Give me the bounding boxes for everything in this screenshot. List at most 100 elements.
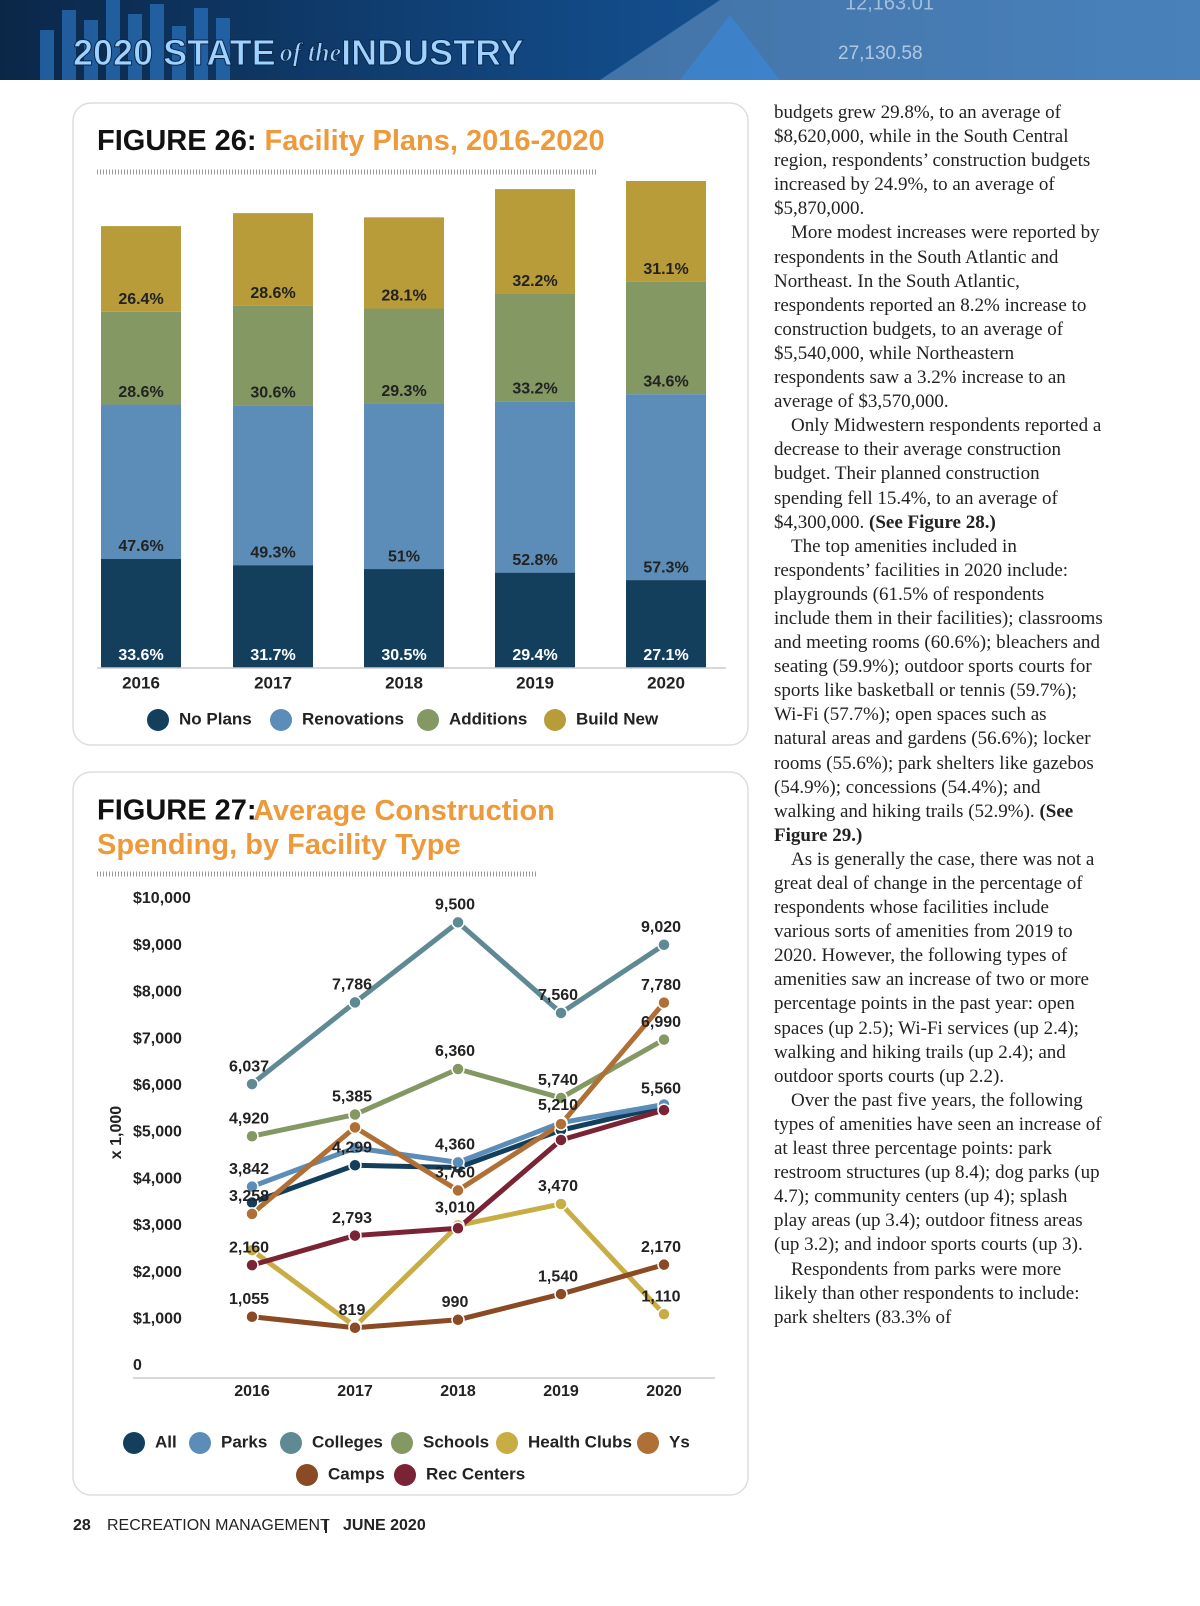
y-tick-label: $9,000 <box>133 937 182 954</box>
legend-label: Ys <box>669 1432 690 1451</box>
point <box>245 1243 259 1257</box>
bar-segment <box>364 308 444 404</box>
point <box>554 1117 568 1131</box>
legend-swatch <box>189 1432 211 1454</box>
legend-swatch <box>123 1432 145 1454</box>
paragraph: As is generally the case, there was not … <box>774 848 1104 1089</box>
data-label: 9,500 <box>435 897 475 914</box>
header-ticker: 12,163.01 <box>845 0 934 14</box>
data-label: 28.6% <box>250 285 295 302</box>
y-tick-label: 0 <box>133 1357 142 1374</box>
x-tick-label: 2018 <box>385 673 423 692</box>
data-label: 3,842 <box>229 1161 269 1178</box>
header-title-b: of the <box>280 38 341 67</box>
legend-label: All <box>155 1432 177 1451</box>
y-tick-label: $3,000 <box>133 1217 182 1234</box>
data-label: 30.5% <box>381 647 426 664</box>
figure-title: FIGURE 26: Facility Plans, 2016-2020 <box>97 125 605 157</box>
data-label: 5,740 <box>538 1072 578 1089</box>
y-tick-label: $10,000 <box>133 890 191 907</box>
data-label: 3,470 <box>538 1178 578 1195</box>
point <box>245 1258 259 1272</box>
legend-label: Additions <box>449 709 527 728</box>
y-tick-label: $8,000 <box>133 984 182 1001</box>
data-label: 6,360 <box>435 1043 475 1060</box>
y-axis-label: x 1,000 <box>108 1106 125 1159</box>
data-label: 5,210 <box>538 1097 578 1114</box>
bar-segment <box>364 217 444 309</box>
bar-segment <box>626 394 706 581</box>
data-label: 29.3% <box>381 383 426 400</box>
data-label: 3,010 <box>435 1200 475 1217</box>
x-tick-label: 2017 <box>337 1383 373 1400</box>
point <box>554 1197 568 1211</box>
y-tick-label: $1,000 <box>133 1311 182 1328</box>
legend-label: Renovations <box>302 709 404 728</box>
point <box>348 995 362 1010</box>
data-label: 4,299 <box>332 1139 372 1156</box>
paragraph: Respondents from parks were more likely … <box>774 1258 1104 1330</box>
legend-swatch <box>544 709 566 731</box>
data-label: 990 <box>442 1294 469 1311</box>
paragraph-text: Respondents from parks were more likely … <box>774 1258 1080 1328</box>
figure-label: FIGURE 26: <box>97 125 257 157</box>
paragraph-text: Only Midwestern respondents reported a d… <box>774 415 1102 533</box>
figure-reference: (See Figure 29.) <box>774 800 1074 846</box>
data-label: 2,793 <box>332 1210 372 1227</box>
legend-swatch <box>394 1464 416 1486</box>
legend-swatch <box>496 1432 518 1454</box>
data-label: 33.2% <box>512 381 557 398</box>
data-label: 28.6% <box>118 384 163 401</box>
point <box>657 1032 671 1047</box>
figure-label: FIGURE 27: <box>97 795 257 827</box>
data-label: 51% <box>388 548 420 565</box>
figure-reference: (See Figure 28.) <box>869 511 996 533</box>
data-label: 57.3% <box>643 559 688 576</box>
legend-swatch <box>637 1432 659 1454</box>
data-label: 2,160 <box>229 1239 269 1256</box>
x-tick-label: 2020 <box>646 1383 682 1400</box>
y-tick-label: $2,000 <box>133 1264 182 1281</box>
legend-swatch <box>391 1432 413 1454</box>
data-label: 7,780 <box>641 977 681 994</box>
point <box>451 1313 465 1327</box>
bar-segment <box>495 189 575 294</box>
y-tick-label: $4,000 <box>133 1170 182 1187</box>
x-tick-label: 2019 <box>543 1383 579 1400</box>
data-label: 28.1% <box>381 288 426 305</box>
footer-issue: JUNE 2020 <box>343 1517 426 1534</box>
data-label: 7,786 <box>332 977 372 994</box>
data-label: 6,037 <box>229 1058 269 1075</box>
header-title-a: 2020 STATE <box>73 32 276 73</box>
data-label: 2,170 <box>641 1239 681 1256</box>
x-tick-label: 2019 <box>516 673 554 692</box>
data-label: 1,055 <box>229 1291 269 1308</box>
bar-segment <box>233 305 313 406</box>
data-label: 49.3% <box>250 544 295 561</box>
point <box>245 1179 259 1194</box>
point <box>657 938 671 952</box>
data-label: 34.6% <box>643 373 688 390</box>
data-label: 27.1% <box>643 647 688 664</box>
point <box>451 1155 465 1170</box>
data-label: 32.2% <box>512 273 557 290</box>
legend-swatch <box>296 1464 318 1486</box>
paragraph: The top amenities included in respondent… <box>774 535 1104 848</box>
paragraph-text: As is generally the case, there was not … <box>774 848 1095 1087</box>
bar-segment <box>233 565 313 668</box>
point <box>245 1129 259 1143</box>
point <box>348 1141 362 1155</box>
point <box>451 1183 465 1198</box>
point <box>348 1321 362 1335</box>
point <box>554 1133 568 1147</box>
x-tick-label: 2017 <box>254 673 292 692</box>
paragraph: More modest increases were reported by r… <box>774 221 1104 414</box>
point <box>657 1307 671 1321</box>
legend-label: Schools <box>423 1432 489 1451</box>
legend-label: Rec Centers <box>426 1464 525 1483</box>
legend-label: No Plans <box>179 709 252 728</box>
point <box>245 1309 259 1324</box>
data-label: 26.4% <box>118 291 163 308</box>
bar-segment <box>495 401 575 573</box>
data-label: 4,920 <box>229 1110 269 1127</box>
